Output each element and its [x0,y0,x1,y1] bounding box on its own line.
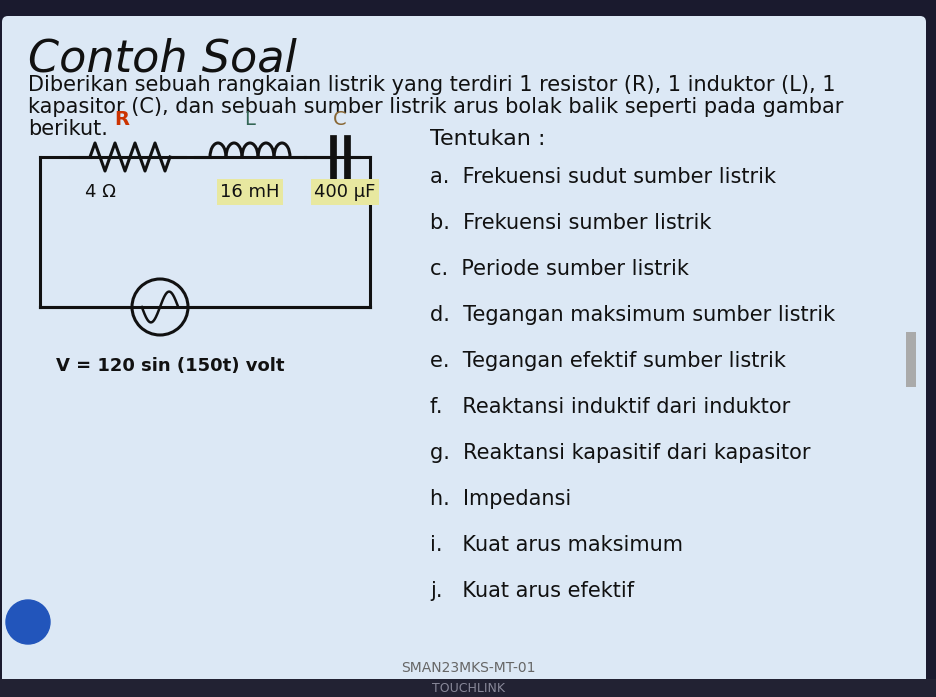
Text: L: L [244,110,256,129]
Text: i.   Kuat arus maksimum: i. Kuat arus maksimum [430,535,683,555]
Text: TOUCHLINK: TOUCHLINK [431,682,505,694]
Text: C: C [333,110,347,129]
Text: d.  Tegangan maksimum sumber listrik: d. Tegangan maksimum sumber listrik [430,305,835,325]
Text: j.   Kuat arus efektif: j. Kuat arus efektif [430,581,634,601]
Text: 16 mH: 16 mH [220,183,280,201]
Text: b.  Frekuensi sumber listrik: b. Frekuensi sumber listrik [430,213,711,233]
Text: Diberikan sebuah rangkaian listrik yang terdiri 1 resistor (R), 1 induktor (L), : Diberikan sebuah rangkaian listrik yang … [28,75,836,95]
Text: f.   Reaktansi induktif dari induktor: f. Reaktansi induktif dari induktor [430,397,790,417]
Text: Contoh Soal: Contoh Soal [28,37,297,80]
Text: 400 μF: 400 μF [314,183,375,201]
Text: c.  Periode sumber listrik: c. Periode sumber listrik [430,259,689,279]
Text: SMAN23MKS-MT-01: SMAN23MKS-MT-01 [401,661,535,675]
Text: a.  Frekuensi sudut sumber listrik: a. Frekuensi sudut sumber listrik [430,167,776,187]
Text: V = 120 sin (150t) volt: V = 120 sin (150t) volt [56,357,285,375]
Text: kapasitor (C), dan sebuah sumber listrik arus bolak balik seperti pada gambar: kapasitor (C), dan sebuah sumber listrik… [28,97,843,117]
Text: g.  Reaktansi kapasitif dari kapasitor: g. Reaktansi kapasitif dari kapasitor [430,443,811,463]
Text: R: R [114,110,129,129]
Text: 4 Ω: 4 Ω [84,183,115,201]
Bar [906,332,916,387]
Circle shape [6,600,50,644]
Text: Tentukan :: Tentukan : [430,129,546,149]
Text: berikut.: berikut. [28,119,108,139]
FancyBboxPatch shape [2,16,926,688]
Bar [0,679,936,697]
Text: h.  Impedansi: h. Impedansi [430,489,571,509]
Text: e.  Tegangan efektif sumber listrik: e. Tegangan efektif sumber listrik [430,351,786,371]
